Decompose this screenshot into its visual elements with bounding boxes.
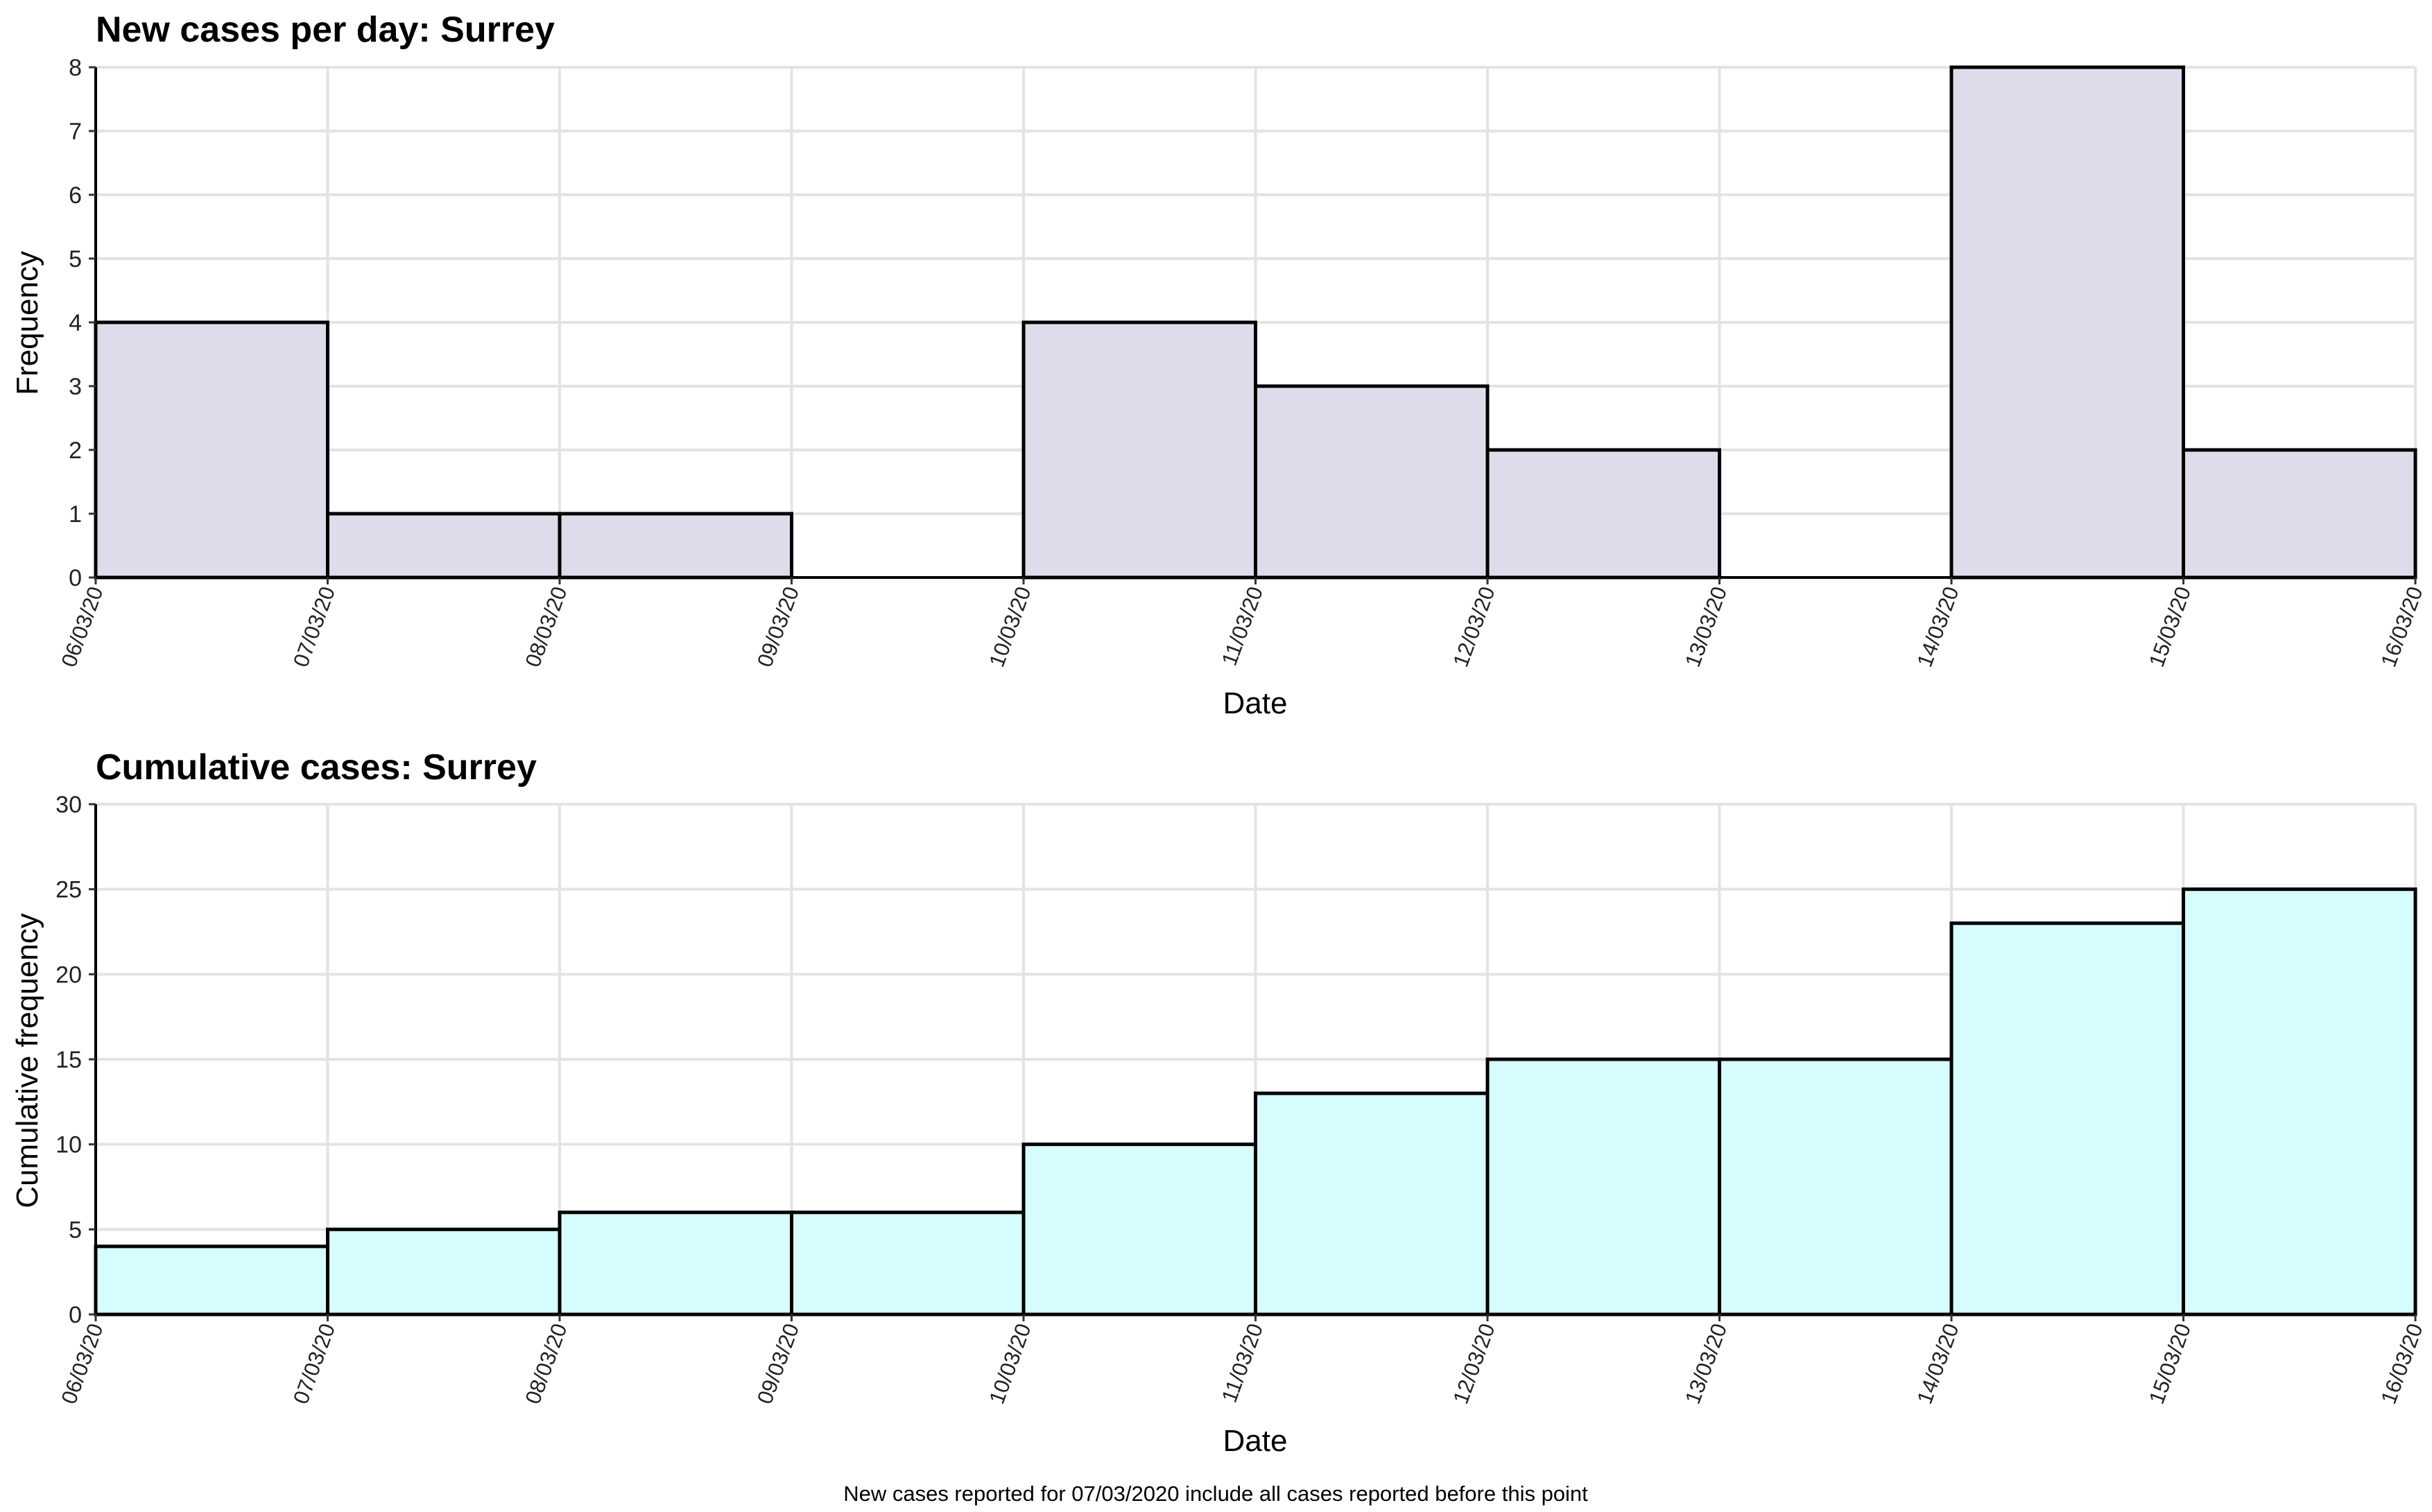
x-tick-label: 09/03/20 [752, 1320, 804, 1407]
bar [326, 512, 562, 580]
x-tick-label: 14/03/20 [1912, 583, 1963, 670]
y-tick-label: 2 [69, 437, 82, 464]
bar [558, 1210, 793, 1317]
cumulative-cases-chart: Cumulative cases: Surrey 0 5 10 15 20 25 30 06… [10, 747, 2428, 1458]
x-tick-label: 12/03/20 [1448, 1320, 1499, 1407]
y-tick-label: 3 [69, 374, 82, 400]
x-tick-label: 08/03/20 [520, 583, 571, 670]
x-tick-label: 08/03/20 [520, 1320, 571, 1407]
bar [1485, 1057, 1721, 1317]
y-tick-label: 7 [69, 119, 82, 145]
y-tick-label: 5 [69, 246, 82, 272]
new-cases-chart: New cases per day: Surrey 0 1 2 3 4 5 6 7 8 06/0… [10, 10, 2428, 720]
y-tick-label: 1 [69, 501, 82, 528]
bar [1021, 320, 1257, 580]
bar [558, 512, 793, 580]
y-tick-label: 15 [55, 1047, 82, 1073]
x-tick-label: 11/03/20 [1217, 1320, 1268, 1405]
bar [2182, 448, 2417, 580]
bar [1949, 65, 2185, 580]
x-tick-label: 07/03/20 [288, 583, 340, 670]
bar [1254, 384, 1490, 580]
x-axis-label: Date [1223, 686, 1288, 720]
x-tick-label: 13/03/20 [1680, 1320, 1732, 1407]
y-tick-label: 20 [55, 962, 82, 988]
y-tick-label: 6 [69, 182, 82, 209]
bar [94, 1244, 329, 1317]
y-tick-label: 4 [69, 310, 82, 336]
bar [326, 1227, 562, 1317]
y-tick-label: 0 [69, 1302, 82, 1328]
x-tick-label: 15/03/20 [2144, 583, 2196, 670]
bar [1485, 448, 1721, 580]
x-tick-label: 12/03/20 [1448, 583, 1499, 670]
x-tick-label: 11/03/20 [1217, 583, 1268, 668]
y-tick-label: 8 [69, 55, 82, 81]
bar [94, 320, 329, 580]
bar [790, 1210, 1026, 1317]
bar [2182, 887, 2417, 1317]
y-tick-label: 0 [69, 565, 82, 591]
y-tick-label: 5 [69, 1217, 82, 1243]
y-axis-label: Frequency [10, 251, 44, 395]
chart-title: New cases per day: Surrey [96, 10, 555, 50]
footnote: New cases reported for 07/03/2020 includ… [843, 1481, 1588, 1506]
x-tick-label: 16/03/20 [2376, 1320, 2427, 1407]
bar [1021, 1142, 1257, 1317]
y-tick-label: 25 [55, 877, 82, 903]
x-tick-label: 16/03/20 [2376, 583, 2427, 670]
x-tick-label: 14/03/20 [1912, 1320, 1963, 1407]
y-tick-label: 30 [55, 792, 82, 818]
x-axis-label: Date [1223, 1424, 1288, 1458]
x-tick-label: 15/03/20 [2144, 1320, 2196, 1407]
x-tick-label: 06/03/20 [56, 583, 107, 670]
chart-title: Cumulative cases: Surrey [96, 747, 537, 788]
x-tick-label: 10/03/20 [984, 583, 1035, 670]
x-tick-label: 09/03/20 [752, 583, 804, 670]
y-axis-label: Cumulative frequency [10, 913, 44, 1208]
x-tick-label: 10/03/20 [984, 1320, 1035, 1407]
bar [1254, 1091, 1490, 1317]
x-tick-label: 07/03/20 [288, 1320, 340, 1407]
y-tick-label: 10 [55, 1132, 82, 1158]
bar [1949, 921, 2185, 1317]
x-tick-label: 06/03/20 [56, 1320, 107, 1407]
x-tick-label: 13/03/20 [1680, 583, 1732, 670]
bar [1718, 1057, 1954, 1317]
